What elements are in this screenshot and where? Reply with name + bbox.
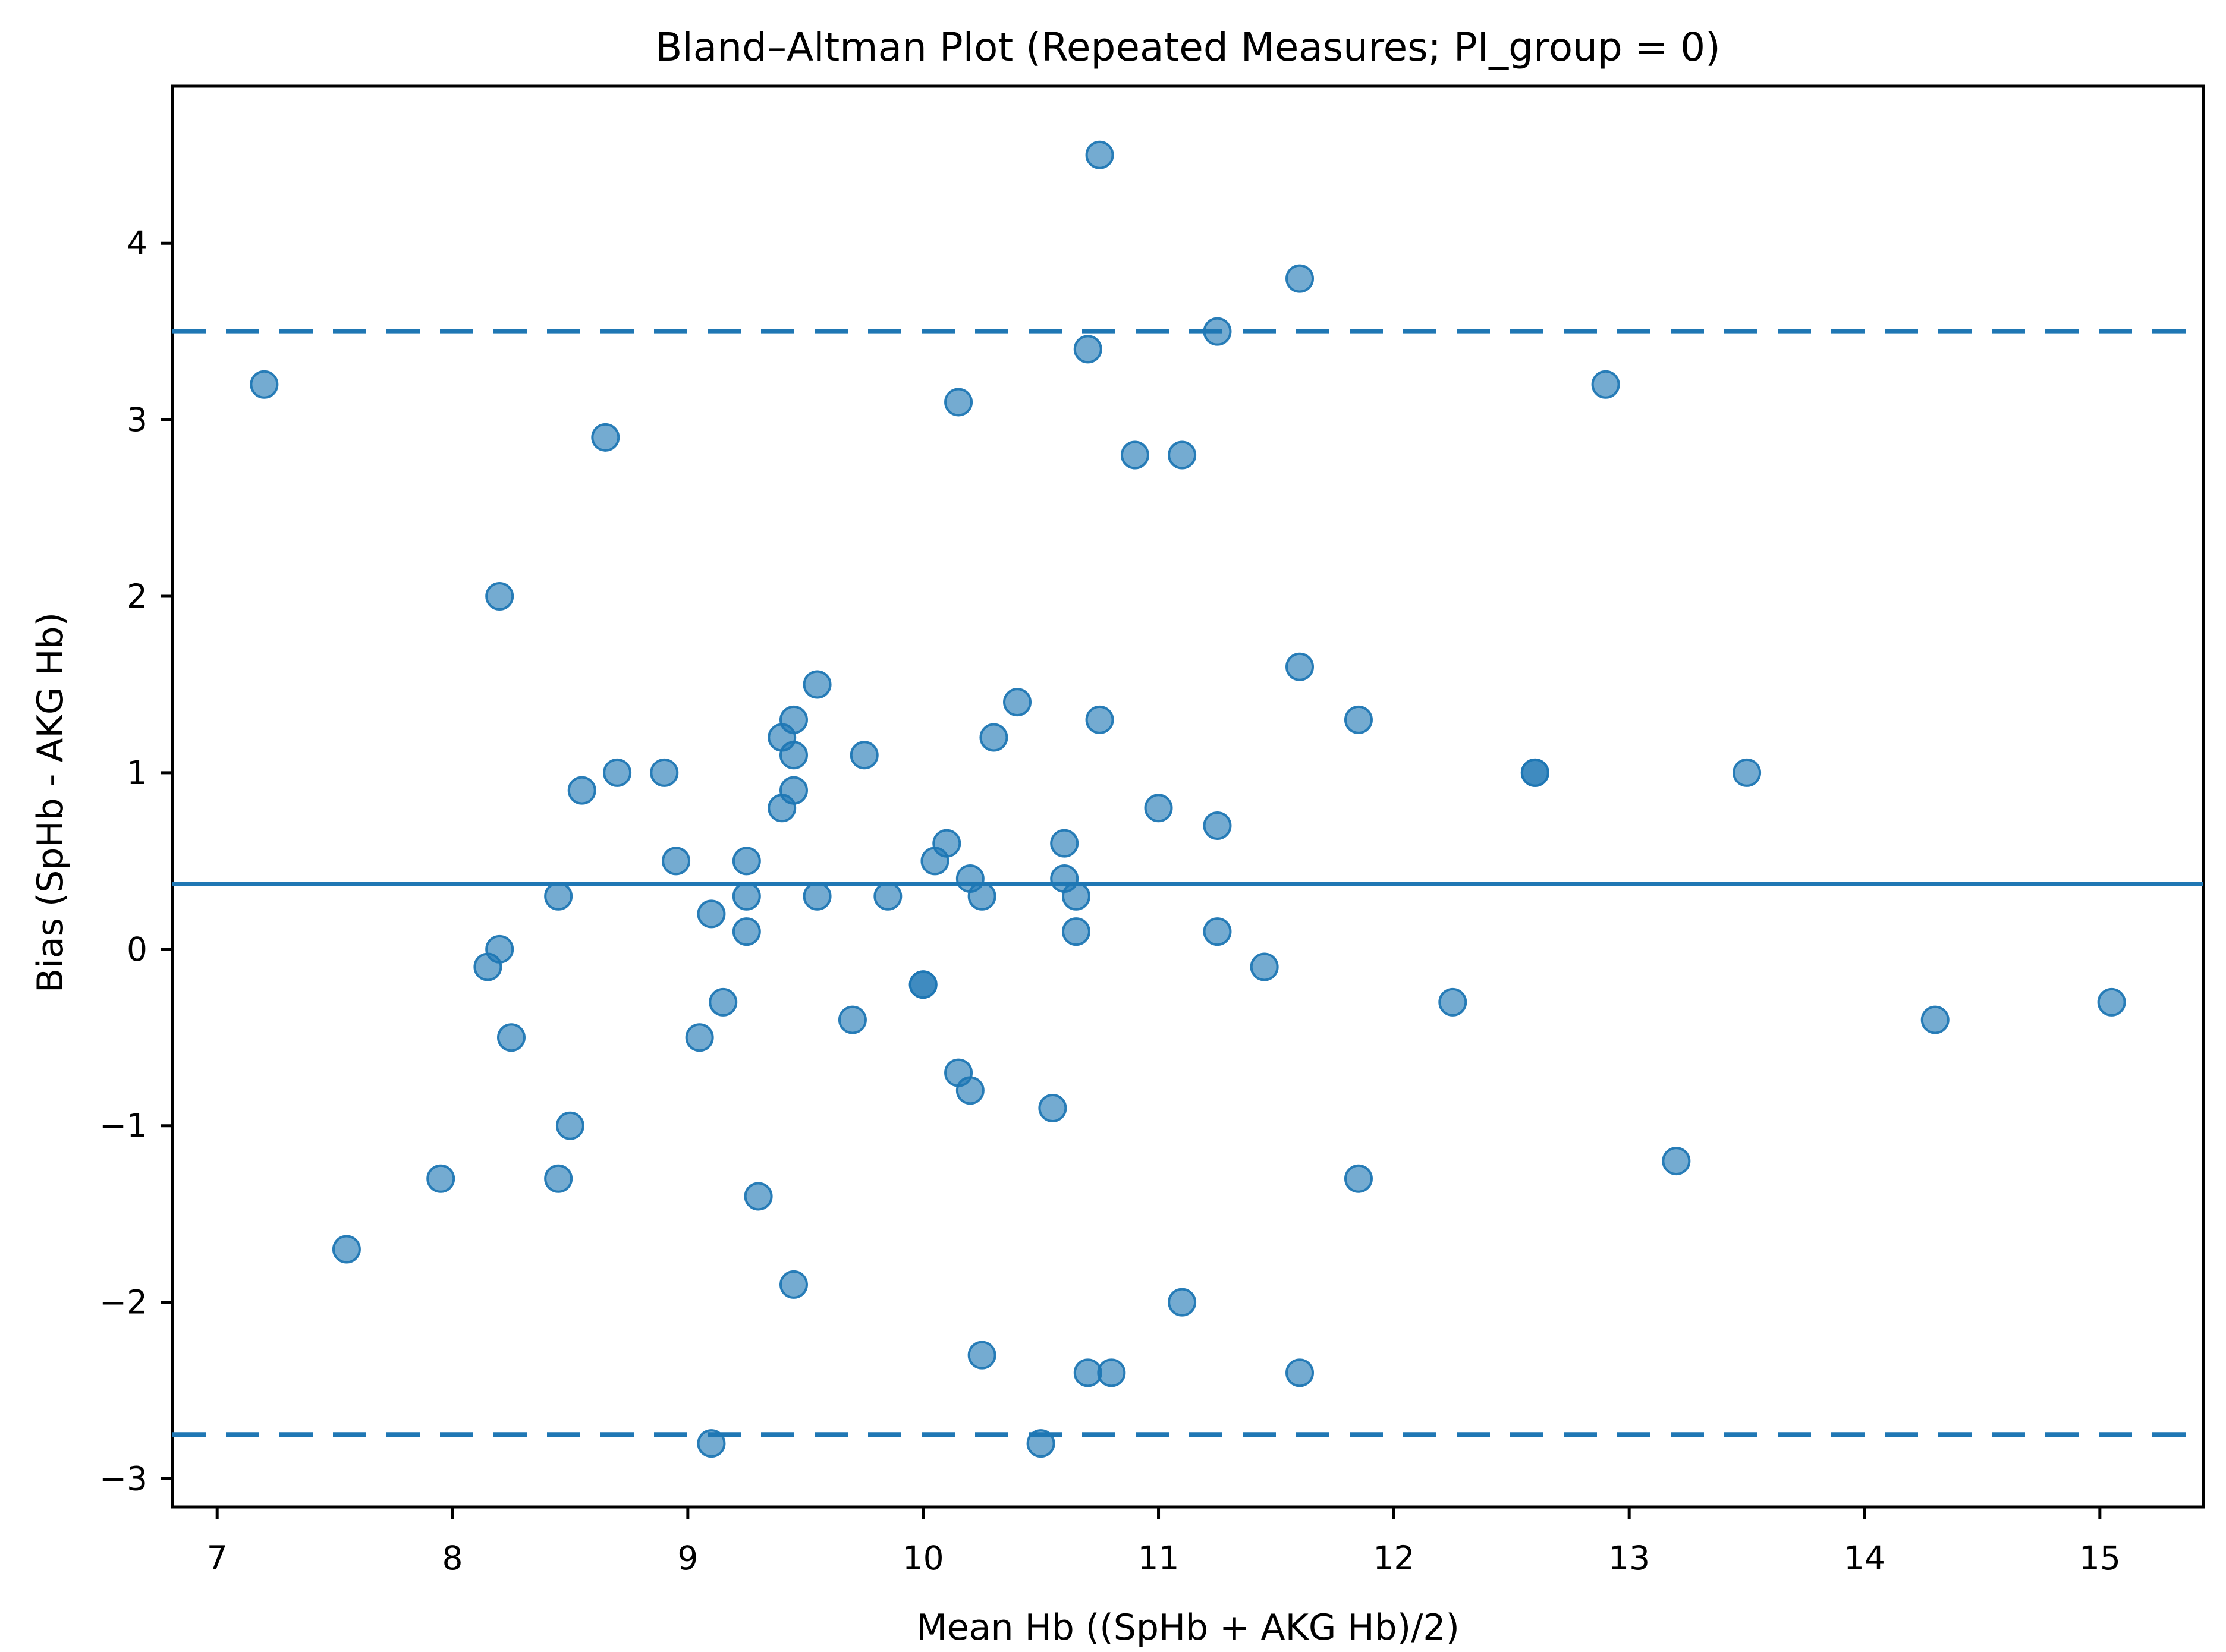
x-tick-label: 9 — [677, 1539, 698, 1577]
scatter-point — [873, 882, 903, 911]
scatter-point — [567, 776, 596, 805]
scatter-point — [1073, 335, 1102, 364]
scatter-point — [1097, 1358, 1126, 1387]
scatter-point — [603, 758, 632, 787]
x-tick-label: 15 — [2079, 1539, 2121, 1577]
y-tick-label: 2 — [127, 577, 147, 615]
scatter-point — [768, 794, 797, 823]
scatter-point — [709, 987, 738, 1017]
axis-ticks — [161, 241, 2102, 1519]
scatter-point — [1003, 688, 1032, 717]
scatter-point — [2097, 987, 2126, 1017]
scatter-point — [744, 1182, 773, 1211]
scatter-point — [650, 758, 679, 787]
x-tick-label: 7 — [207, 1539, 228, 1577]
scatter-point — [779, 741, 808, 770]
scatter-point — [732, 847, 761, 876]
y-axis-label: Bias (SpHb - AKG Hb) — [30, 612, 71, 993]
scatter-point — [1285, 1358, 1315, 1387]
scatter-point — [838, 1005, 867, 1034]
y-tick-label: 3 — [127, 401, 147, 439]
x-tick-label: 13 — [1608, 1539, 1650, 1577]
scatter-point — [555, 1111, 584, 1140]
scatter-point — [473, 952, 502, 981]
x-axis-label: Mean Hb ((SpHb + AKG Hb)/2) — [916, 1607, 1460, 1648]
scatter-point — [732, 917, 761, 946]
scatter-point — [685, 1023, 714, 1052]
scatter-point — [1038, 1094, 1067, 1123]
scatter-point — [1144, 794, 1173, 823]
scatter-point — [1920, 1005, 1950, 1034]
scatter-point — [697, 1429, 726, 1458]
scatter-point — [908, 970, 938, 999]
scatter-point — [1085, 705, 1114, 734]
scatter-point — [967, 1341, 996, 1370]
scatter-point — [1168, 440, 1197, 470]
scatter-point — [1285, 264, 1315, 293]
scatter-point — [1203, 917, 1232, 946]
scatter-point — [1050, 829, 1079, 858]
scatter-point — [779, 1270, 808, 1299]
scatter-point — [803, 882, 832, 911]
scatter-point — [944, 388, 973, 417]
scatter-point — [1203, 317, 1232, 346]
scatter-point — [1061, 917, 1090, 946]
scatter-point — [1073, 1358, 1102, 1387]
scatter-point — [1085, 140, 1114, 169]
x-tick-label: 14 — [1844, 1539, 1885, 1577]
scatter-point — [1061, 882, 1090, 911]
scatter-point — [1026, 1429, 1055, 1458]
scatter-point — [1591, 370, 1620, 399]
scatter-point — [697, 899, 726, 929]
scatter-point — [591, 423, 620, 452]
x-tick-label: 10 — [903, 1539, 944, 1577]
scatter-points — [250, 140, 2126, 1458]
scatter-point — [920, 847, 949, 876]
scatter-point — [250, 370, 279, 399]
scatter-point — [1438, 987, 1467, 1017]
x-tick-label: 11 — [1138, 1539, 1180, 1577]
scatter-point — [544, 882, 573, 911]
scatter-point — [1203, 811, 1232, 840]
y-tick-label: −2 — [99, 1283, 147, 1321]
scatter-point — [967, 882, 996, 911]
scatter-point — [1285, 652, 1315, 681]
scatter-point — [732, 882, 761, 911]
scatter-point — [662, 847, 691, 876]
scatter-point — [803, 670, 832, 699]
plot-border — [171, 84, 2205, 1509]
scatter-point — [1250, 952, 1279, 981]
y-tick-label: −3 — [99, 1459, 147, 1497]
scatter-point — [850, 741, 879, 770]
scatter-point — [1344, 705, 1373, 734]
scatter-point — [332, 1235, 361, 1264]
scatter-point — [496, 1023, 526, 1052]
scatter-point — [426, 1164, 455, 1193]
scatter-point — [955, 1076, 985, 1105]
scatter-point — [485, 582, 514, 611]
y-tick-label: −1 — [99, 1107, 147, 1145]
y-tick-label: 0 — [127, 930, 147, 968]
x-tick-label: 12 — [1373, 1539, 1414, 1577]
y-tick-label: 4 — [127, 224, 147, 262]
scatter-point — [979, 723, 1008, 752]
scatter-point — [1168, 1288, 1197, 1317]
scatter-point — [1344, 1164, 1373, 1193]
x-tick-label: 8 — [442, 1539, 463, 1577]
scatter-point — [1520, 758, 1549, 787]
scatter-point — [1662, 1147, 1691, 1176]
scatter-point — [544, 1164, 573, 1193]
y-tick-label: 1 — [127, 754, 147, 792]
chart-title: Bland–Altman Plot (Repeated Measures; PI… — [655, 24, 1721, 70]
scatter-point — [1120, 440, 1149, 470]
scatter-point — [1733, 758, 1762, 787]
limits-of-agreement-lines — [172, 329, 2203, 1437]
